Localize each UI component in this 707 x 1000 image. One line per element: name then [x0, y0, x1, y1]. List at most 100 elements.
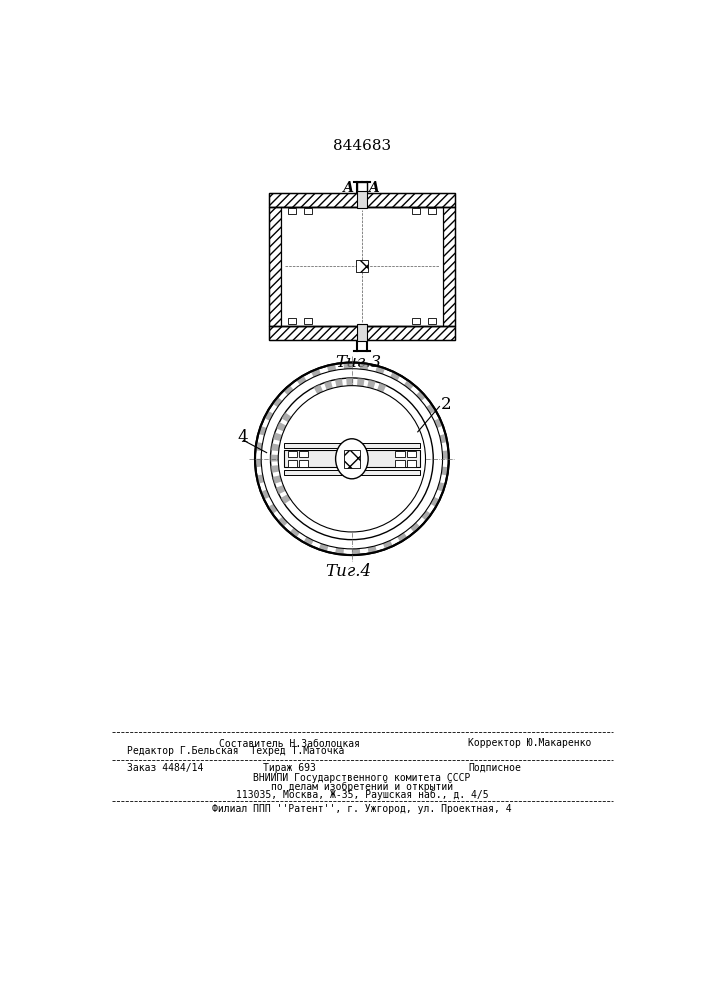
Wedge shape: [410, 523, 421, 533]
Bar: [304, 208, 312, 214]
Wedge shape: [397, 533, 407, 542]
Wedge shape: [367, 380, 375, 389]
Bar: [407, 451, 416, 457]
Text: Филиал ППП ''Pатент'', г. Ужгород, ул. Проектная, 4: Филиал ППП ''Pатент'', г. Ужгород, ул. П…: [212, 804, 512, 814]
Wedge shape: [290, 528, 300, 538]
Wedge shape: [344, 363, 352, 369]
Wedge shape: [346, 378, 354, 386]
Wedge shape: [271, 443, 279, 451]
Wedge shape: [276, 422, 286, 431]
Bar: [412, 318, 420, 324]
Wedge shape: [271, 455, 279, 462]
Wedge shape: [255, 442, 262, 451]
Ellipse shape: [336, 439, 368, 479]
Wedge shape: [335, 379, 343, 387]
Text: 113035, Москва, Ж-35, Раушская наб., д. 4/5: 113035, Москва, Ж-35, Раушская наб., д. …: [235, 790, 489, 800]
Wedge shape: [296, 375, 307, 385]
Wedge shape: [311, 368, 321, 377]
Bar: [356, 260, 368, 272]
Wedge shape: [272, 397, 282, 407]
Wedge shape: [273, 432, 282, 441]
Bar: [288, 318, 296, 324]
Bar: [357, 324, 367, 341]
Wedge shape: [431, 497, 440, 507]
Circle shape: [271, 378, 433, 540]
Wedge shape: [257, 474, 264, 484]
Wedge shape: [440, 434, 448, 443]
Bar: [304, 318, 312, 324]
Wedge shape: [375, 366, 385, 374]
Wedge shape: [273, 475, 282, 484]
Text: 2: 2: [441, 396, 452, 413]
Wedge shape: [442, 450, 449, 459]
Wedge shape: [421, 510, 431, 521]
Bar: [299, 460, 308, 466]
Text: Заказ 4484/14: Заказ 4484/14: [127, 763, 204, 773]
Bar: [284, 470, 420, 475]
Wedge shape: [281, 412, 291, 422]
Wedge shape: [352, 549, 361, 555]
Wedge shape: [268, 504, 278, 514]
Text: Корректор Ю.Макаренко: Корректор Ю.Макаренко: [468, 738, 592, 748]
Bar: [269, 326, 455, 340]
Bar: [428, 318, 436, 324]
Wedge shape: [264, 411, 274, 421]
Bar: [412, 208, 420, 214]
Text: Τиг.4: Τиг.4: [325, 563, 371, 580]
Bar: [357, 191, 367, 208]
Bar: [269, 326, 455, 340]
Bar: [269, 207, 455, 326]
Circle shape: [255, 363, 449, 555]
Text: Составитель Н.Заболоцкая: Составитель Н.Заболоцкая: [219, 738, 361, 748]
Wedge shape: [303, 537, 313, 546]
Wedge shape: [324, 381, 333, 390]
Bar: [288, 208, 296, 214]
Bar: [288, 451, 297, 457]
Text: Тираж 693: Тираж 693: [264, 763, 316, 773]
Text: по делам изобретений и открытий: по делам изобретений и открытий: [271, 781, 453, 792]
Wedge shape: [261, 490, 269, 499]
Bar: [269, 193, 455, 207]
Wedge shape: [437, 482, 445, 492]
Wedge shape: [255, 459, 262, 467]
Text: ВНИИПИ Государственного комитета СССР: ВНИИПИ Государственного комитета СССР: [253, 773, 471, 783]
Wedge shape: [278, 517, 288, 527]
Wedge shape: [441, 467, 448, 476]
Bar: [407, 460, 416, 466]
Text: А - А: А - А: [343, 181, 381, 195]
Wedge shape: [258, 426, 267, 435]
Wedge shape: [271, 465, 279, 473]
Bar: [269, 193, 455, 207]
Bar: [428, 208, 436, 214]
Wedge shape: [314, 384, 323, 394]
Text: 4: 4: [237, 429, 247, 446]
Circle shape: [279, 386, 426, 532]
Wedge shape: [319, 543, 329, 552]
Wedge shape: [434, 418, 443, 428]
Wedge shape: [416, 391, 426, 401]
Bar: [281, 207, 443, 326]
Wedge shape: [390, 372, 400, 381]
Wedge shape: [327, 364, 336, 372]
Bar: [357, 182, 367, 193]
Circle shape: [261, 369, 443, 549]
Wedge shape: [368, 546, 377, 554]
Wedge shape: [335, 548, 344, 555]
Bar: [299, 451, 308, 457]
Text: Τиг.3: Τиг.3: [335, 354, 381, 371]
Bar: [344, 450, 360, 468]
Text: Б - Б: Б - Б: [340, 376, 379, 390]
Wedge shape: [276, 485, 286, 494]
Bar: [281, 207, 443, 326]
Text: Подписное: Подписное: [468, 763, 521, 773]
Wedge shape: [357, 378, 365, 387]
Bar: [284, 450, 420, 467]
Wedge shape: [404, 380, 414, 390]
Bar: [443, 207, 455, 326]
Text: Редактор Г.Бельская  Техред Т.Маточка: Редактор Г.Бельская Техред Т.Маточка: [127, 746, 344, 756]
Wedge shape: [426, 404, 436, 414]
Bar: [395, 451, 404, 457]
Bar: [269, 207, 281, 326]
Wedge shape: [284, 385, 293, 395]
Bar: [395, 460, 404, 466]
